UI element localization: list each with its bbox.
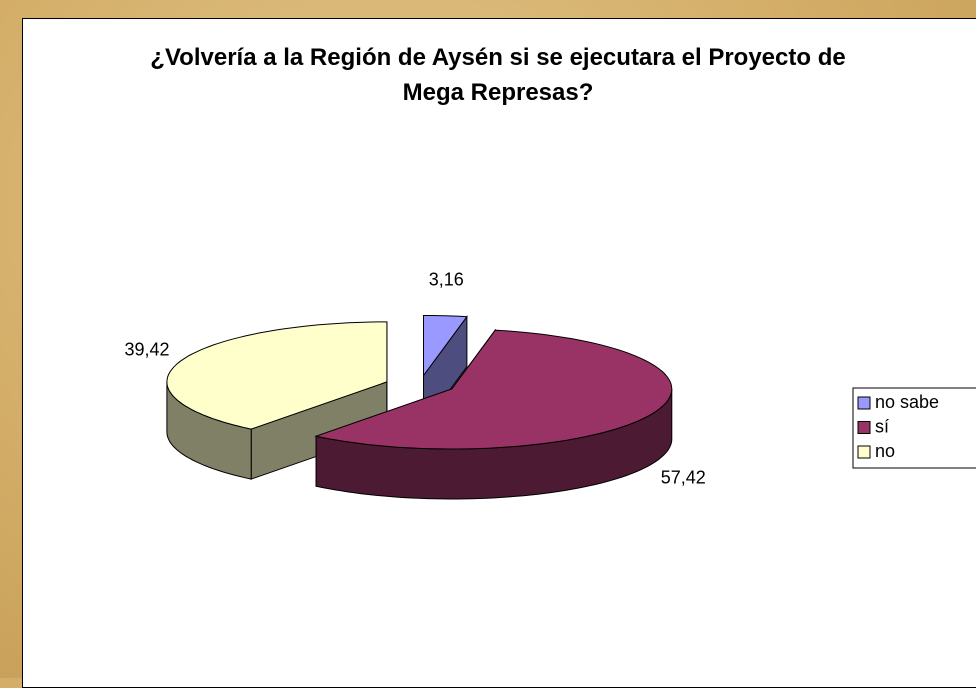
legend-swatch [857, 396, 871, 410]
slice-top [423, 315, 468, 378]
data-label: 57,42 [661, 468, 706, 488]
legend-swatch [857, 421, 871, 434]
legend-box [852, 387, 976, 469]
data-label: 3,16 [429, 269, 464, 289]
slice-top [314, 329, 673, 450]
legend-label: sí [875, 416, 889, 436]
slice-top [166, 321, 388, 430]
slice [166, 321, 388, 480]
legend-swatch [857, 445, 871, 459]
data-label: 39,42 [124, 339, 169, 359]
legend-label: no sabe [875, 392, 939, 412]
legend-label: no [875, 441, 895, 461]
slice [314, 328, 673, 500]
chart-title: ¿Volvería a la Región de Aysén si se eje… [150, 44, 846, 106]
